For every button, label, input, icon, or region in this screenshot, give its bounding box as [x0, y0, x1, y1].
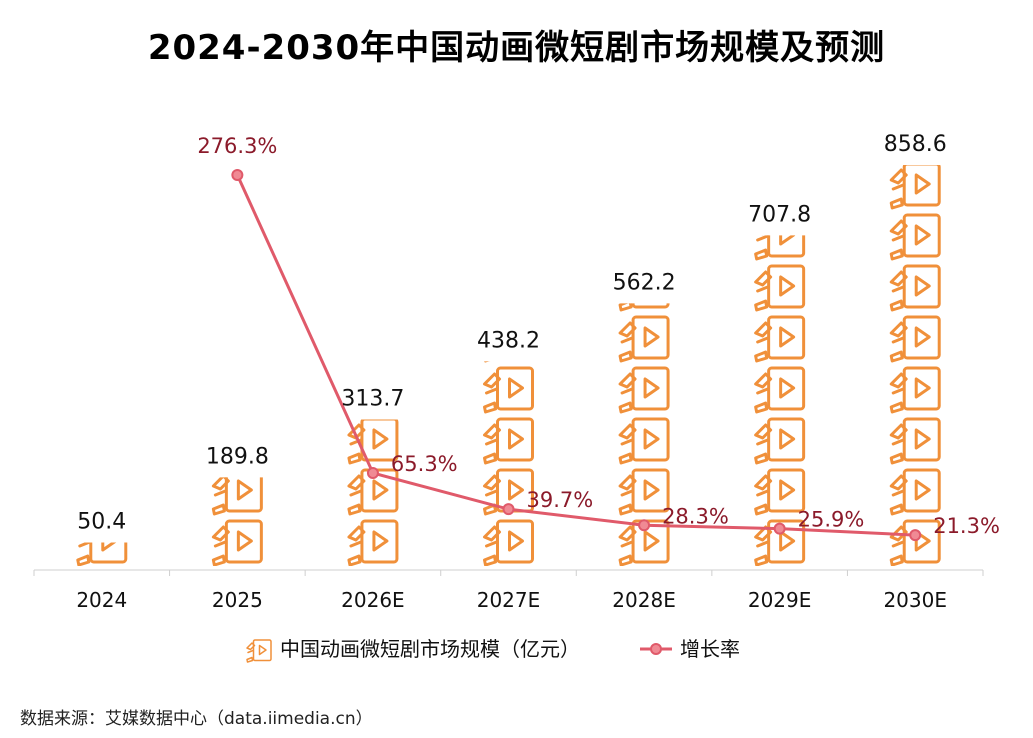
growth-rate-point — [502, 503, 515, 516]
bar-value-label: 707.8 — [748, 202, 811, 227]
legend-line-marker — [650, 643, 662, 655]
video-clapper-icon — [889, 519, 941, 566]
video-clapper-icon — [889, 315, 941, 363]
source-note: 数据来源：艾媒数据中心（data.iimedia.cn） — [20, 709, 373, 729]
growth-rate-point — [773, 522, 786, 535]
video-clapper-icon — [754, 264, 806, 312]
bar — [889, 165, 941, 566]
growth-rate-point — [909, 529, 922, 542]
video-clapper-icon — [485, 266, 533, 310]
bar-value-label: 313.7 — [341, 386, 404, 411]
video-clapper-icon — [618, 315, 670, 363]
x-tick-label: 2028E — [612, 588, 676, 612]
video-clapper-icon — [483, 519, 534, 566]
video-clapper-icon — [889, 468, 941, 516]
video-clapper-icon — [483, 417, 534, 465]
video-clapper-icon — [754, 417, 806, 465]
growth-rate-label: 28.3% — [662, 504, 729, 528]
video-clapper-icon — [618, 468, 670, 516]
video-clapper-icon — [889, 213, 941, 261]
video-clapper-icon — [754, 468, 806, 516]
video-clapper-icon — [754, 366, 806, 414]
video-clapper-icon — [889, 417, 941, 465]
growth-rate-point — [638, 519, 651, 532]
video-clapper-icon — [756, 164, 804, 208]
bar-value-label: 562.2 — [613, 270, 676, 295]
video-clapper-icon — [889, 264, 941, 312]
bar — [483, 266, 534, 566]
video-clapper-icon — [889, 165, 941, 210]
growth-rate-point — [231, 169, 244, 181]
video-clapper-icon — [618, 366, 670, 414]
video-clapper-icon — [246, 639, 272, 663]
legend-line-label: 增长率 — [680, 637, 740, 661]
video-clapper-icon — [211, 477, 263, 516]
video-clapper-icon — [347, 419, 399, 465]
video-clapper-icon — [211, 519, 263, 566]
chart-title: 2024-2030年中国动画微短剧市场规模及预测 — [147, 28, 886, 68]
video-clapper-icon — [618, 417, 670, 465]
video-clapper-icon — [483, 366, 534, 414]
x-tick-label: 2026E — [341, 588, 405, 612]
x-tick-label: 2025 — [212, 588, 263, 612]
growth-rate-label: 39.7% — [527, 488, 594, 512]
legend-bar-label: 中国动画微短剧市场规模（亿元） — [280, 637, 580, 661]
x-tick-label: 2024 — [76, 588, 127, 612]
legend-bar-icon — [246, 639, 272, 663]
growth-rate-label: 276.3% — [197, 134, 277, 158]
growth-rate-label: 25.9% — [798, 508, 865, 532]
growth-rate-label: 65.3% — [391, 452, 458, 476]
growth-rate-line — [235, 174, 916, 537]
video-clapper-icon — [889, 366, 941, 414]
x-tick-label: 2029E — [748, 588, 812, 612]
x-tick-label: 2027E — [477, 588, 541, 612]
growth-rate-point — [366, 467, 379, 479]
bar-value-label: 50.4 — [77, 509, 126, 534]
bar-value-label: 189.8 — [206, 444, 269, 469]
video-clapper-icon — [347, 519, 399, 566]
video-clapper-icon — [620, 215, 668, 259]
x-tick-label: 2030E — [883, 588, 947, 612]
bar — [211, 477, 263, 566]
growth-rate-label: 21.3% — [933, 514, 1000, 538]
video-clapper-icon — [754, 315, 806, 363]
bar-value-label: 438.2 — [477, 328, 540, 353]
bar-value-label: 858.6 — [884, 132, 947, 157]
bar — [618, 215, 670, 566]
video-clapper-icon — [78, 470, 126, 514]
